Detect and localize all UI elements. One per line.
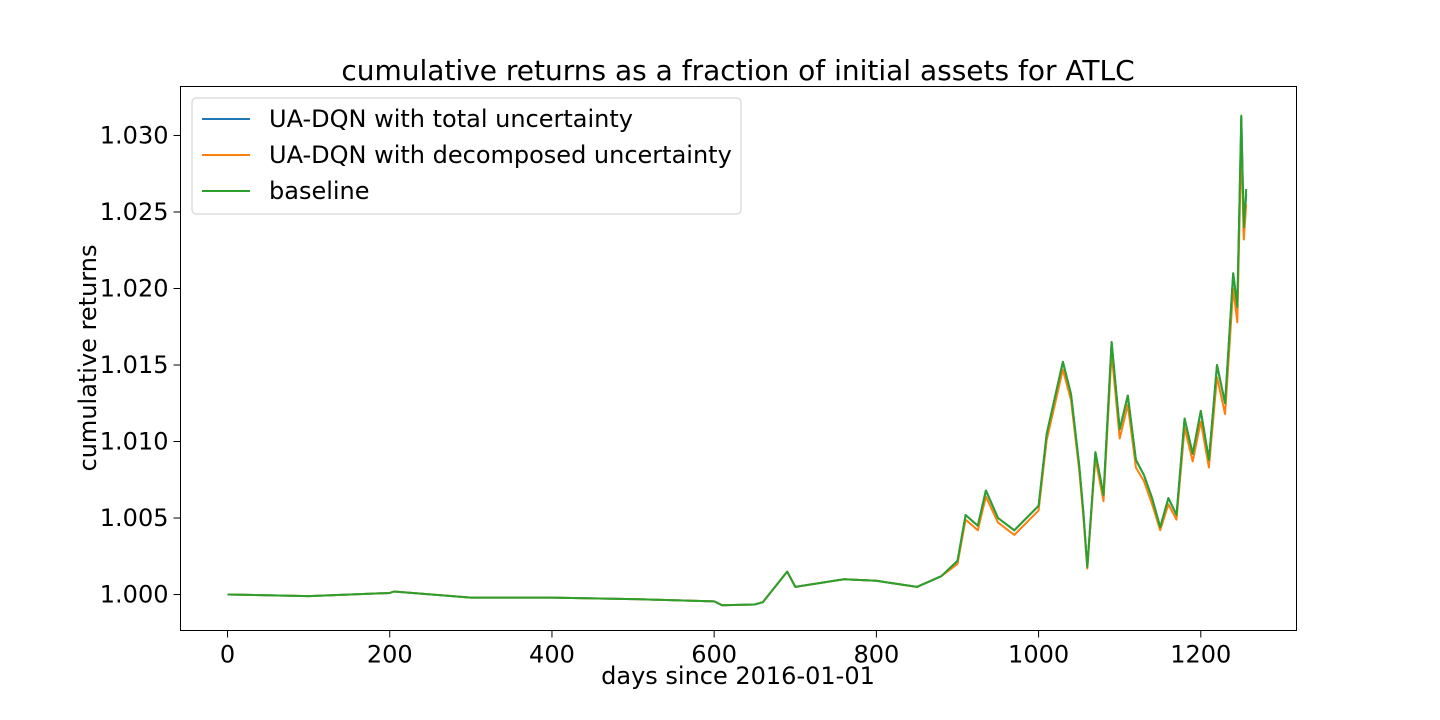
- chart-title: cumulative returns as a fraction of init…: [341, 54, 1134, 87]
- y-tick-label: 1.030: [100, 121, 169, 149]
- legend-label-3: baseline: [269, 177, 370, 205]
- legend-frame: [191, 97, 742, 215]
- x-tick-label: 0: [220, 641, 235, 669]
- series-line-3: [227, 114, 1248, 607]
- x-axis-label: days since 2016-01-01: [601, 662, 875, 690]
- x-tick-label: 400: [529, 641, 575, 669]
- x-tick-label: 800: [853, 641, 899, 669]
- y-tick-label: 1.005: [100, 504, 169, 532]
- y-tick-label: 1.000: [100, 581, 169, 609]
- y-axis: 1.000 1.005 1.010 1.015 1.020 1.025 1.030: [100, 121, 181, 609]
- plot-lines: [227, 114, 1248, 607]
- legend: UA-DQN with total uncertainty UA-DQN with…: [191, 97, 742, 215]
- x-axis: 0 200 400 600 800 1000 1200: [220, 630, 1231, 669]
- x-tick-label: 1000: [1008, 641, 1069, 669]
- x-tick-label: 1200: [1170, 641, 1231, 669]
- legend-label-1: UA-DQN with total uncertainty: [269, 105, 633, 133]
- y-axis-label: cumulative returns: [74, 245, 102, 472]
- x-tick-label: 200: [367, 641, 413, 669]
- y-tick-label: 1.025: [100, 198, 169, 226]
- y-tick-label: 1.015: [100, 351, 169, 379]
- legend-label-2: UA-DQN with decomposed uncertainty: [269, 141, 732, 169]
- x-tick-label: 600: [691, 641, 737, 669]
- y-tick-label: 1.010: [100, 428, 169, 456]
- y-tick-label: 1.020: [100, 274, 169, 302]
- plot-area-frame: [180, 86, 1297, 631]
